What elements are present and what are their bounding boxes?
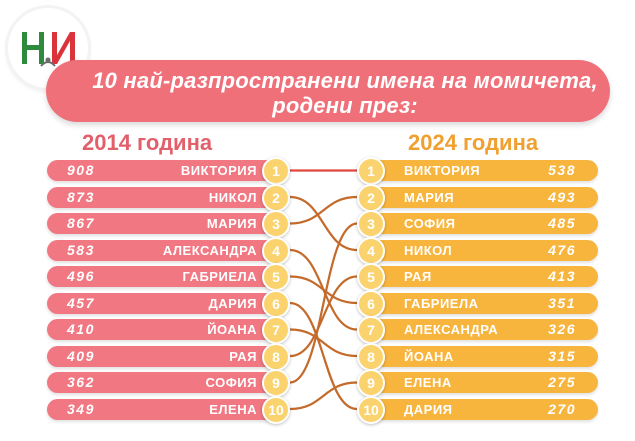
right-count: 315 — [548, 347, 576, 364]
right-count: 413 — [548, 268, 576, 284]
right-name: ВИКТОРИЯ — [404, 163, 481, 178]
link-9-to-3 — [289, 222, 358, 384]
right-name: ГАБРИЕЛА — [404, 295, 479, 311]
link-8-to-5 — [289, 275, 358, 358]
right-rank-badge: 4 — [357, 236, 385, 265]
right-name: АЛЕКСАНДРА — [404, 322, 499, 337]
right-rank-badge: 8 — [357, 342, 385, 371]
right-rank-badge: 2 — [357, 183, 385, 212]
link-7-to-8 — [289, 328, 358, 358]
left-rank-badge: 4 — [262, 236, 290, 265]
left-row-2: 873 НИКОЛ — [47, 186, 287, 208]
left-name: ЕЛЕНА — [209, 401, 257, 417]
logo — [8, 8, 88, 88]
right-row-1: 538 ВИКТОРИЯ — [360, 160, 598, 181]
left-rank-badge: 10 — [262, 395, 290, 424]
left-rank-badge: 1 — [262, 157, 290, 185]
year-heading-left: 2014 година — [82, 130, 213, 155]
right-name: ДАРИЯ — [404, 401, 453, 417]
right-name: НИКОЛ — [404, 242, 453, 258]
left-count: 349 — [67, 400, 95, 417]
right-rank-badge: 7 — [357, 316, 385, 344]
right-count: 538 — [548, 162, 576, 178]
link-5-to-6 — [289, 275, 358, 305]
right-count: 270 — [548, 400, 576, 417]
left-name: МАРИЯ — [206, 216, 257, 231]
left-count: 873 — [67, 188, 95, 205]
right-row-4: 476 НИКОЛ — [360, 239, 598, 261]
right-row-7: 326 АЛЕКСАНДРА — [360, 319, 598, 340]
left-rank-badge: 2 — [262, 183, 290, 212]
title-line-2: родени през: — [272, 93, 418, 118]
left-name: СОФИЯ — [205, 375, 257, 390]
left-count: 362 — [67, 374, 95, 390]
left-count: 583 — [67, 241, 95, 258]
right-count: 326 — [548, 321, 576, 337]
left-name: АЛЕКСАНДРА — [162, 242, 257, 258]
right-count: 275 — [548, 374, 576, 390]
left-name: ВИКТОРИЯ — [180, 163, 257, 178]
left-name: РАЯ — [229, 348, 257, 364]
right-rank-badge: 6 — [357, 289, 385, 318]
title-line-1: 10 най-разпространени имена на момичета, — [92, 68, 598, 93]
left-row-8: 409 РАЯ — [47, 345, 287, 367]
left-rank-badge: 6 — [262, 289, 290, 318]
right-rank-badge: 9 — [357, 369, 385, 397]
left-count: 410 — [67, 321, 95, 337]
right-name: РАЯ — [404, 269, 432, 284]
right-row-2: 493 МАРИЯ — [360, 186, 598, 208]
left-count: 867 — [67, 215, 95, 231]
left-rank-badge: 9 — [262, 369, 290, 397]
right-row-8: 315 ЙОАНА — [360, 345, 598, 367]
link-6-to-10 — [289, 301, 358, 411]
title-banner — [46, 60, 610, 122]
left-row-7: 410 ЙОАНА — [47, 319, 287, 340]
left-rank-badge: 3 — [262, 210, 290, 238]
right-name: ЕЛЕНА — [404, 375, 452, 390]
right-count: 485 — [548, 215, 576, 231]
right-count: 351 — [548, 294, 576, 311]
left-count: 409 — [67, 347, 95, 364]
link-3-to-2 — [289, 195, 358, 225]
right-row-5: 413 РАЯ — [360, 266, 598, 287]
right-row-6: 351 ГАБРИЕЛА — [360, 292, 598, 314]
right-rank-badge: 5 — [357, 263, 385, 291]
left-name: НИКОЛ — [208, 189, 257, 205]
left-rank-badge: 7 — [262, 316, 290, 344]
left-row-9: 362 СОФИЯ — [47, 372, 287, 393]
right-row-10: 270 ДАРИЯ — [360, 398, 598, 420]
right-rank-badge: 3 — [357, 210, 385, 238]
left-count: 496 — [67, 268, 95, 284]
link-2-to-4 — [289, 195, 358, 252]
right-row-9: 275 ЕЛЕНА — [360, 372, 598, 393]
left-count: 908 — [67, 162, 95, 178]
left-row-4: 583 АЛЕКСАНДРА — [47, 239, 287, 261]
left-name: ЙОАНА — [207, 322, 257, 337]
right-name: МАРИЯ — [404, 189, 455, 205]
right-name: СОФИЯ — [404, 216, 456, 231]
left-row-10: 349 ЕЛЕНА — [47, 398, 287, 420]
logo-mark-icon — [22, 32, 75, 67]
left-rank-badge: 8 — [262, 342, 290, 371]
left-row-1: 908 ВИКТОРИЯ — [47, 160, 287, 181]
right-rank-badge: 1 — [357, 157, 385, 185]
year-heading-right: 2024 година — [408, 130, 539, 155]
left-row-6: 457 ДАРИЯ — [47, 292, 287, 314]
right-rank-badge: 10 — [357, 395, 385, 424]
right-count: 493 — [548, 188, 576, 205]
left-row-3: 867 МАРИЯ — [47, 213, 287, 234]
right-row-3: 485 СОФИЯ — [360, 213, 598, 234]
left-name: ГАБРИЕЛА — [182, 269, 257, 284]
right-count: 476 — [548, 241, 576, 258]
left-rank-badge: 5 — [262, 263, 290, 291]
link-10-to-9 — [289, 381, 358, 411]
right-name: ЙОАНА — [404, 348, 454, 364]
left-row-5: 496 ГАБРИЕЛА — [47, 266, 287, 287]
left-count: 457 — [67, 294, 95, 311]
left-name: ДАРИЯ — [208, 295, 257, 311]
